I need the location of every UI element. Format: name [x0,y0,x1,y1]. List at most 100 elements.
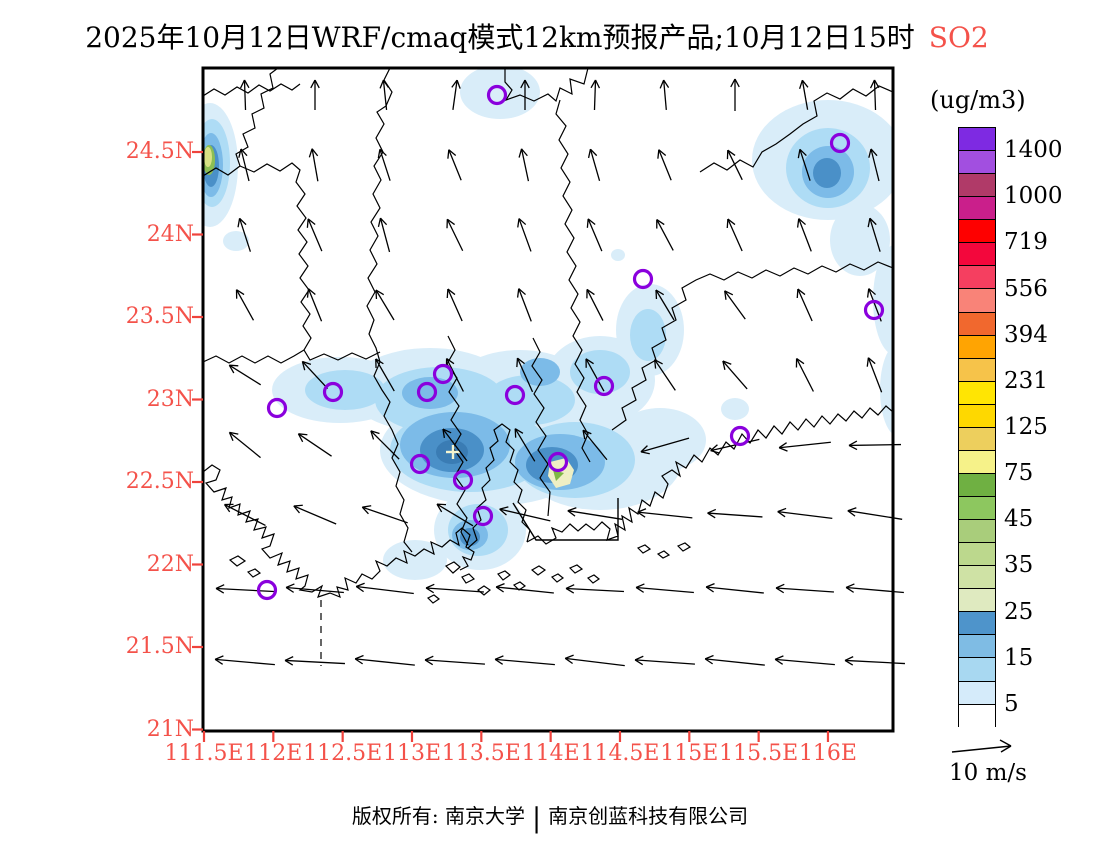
station-marker [416,381,438,403]
copyright-right: 南京创蓝科技有限公司 [548,804,749,828]
wind-arrow [375,358,395,392]
wind-arrow [228,364,262,386]
species-label: SO2 [928,21,989,54]
wind-arrow [582,429,608,461]
station-marker [632,268,654,290]
wind-arrow [308,148,319,182]
border-topcenter-box [504,68,589,103]
colorbar-units: (ug/m3) [930,86,1026,114]
x-axis-label: 115.5E [719,741,799,766]
wind-arrow [635,583,694,594]
wind-arrow [361,505,408,524]
y-axis-label: 22N [146,551,194,577]
wind-arrow [640,437,690,455]
wind-arrow [778,441,831,452]
colorbar-cell [959,427,995,451]
wind-arrow [520,79,530,110]
wind-arrow [704,654,765,666]
colorbar-cell [959,220,995,244]
x-axis-label: 112E [244,741,303,766]
station-marker [863,299,885,321]
colorbar-label: 231 [1004,367,1048,394]
wind-arrow [499,506,551,522]
x-axis-label: 114.5E [580,741,660,766]
colorbar-cell [959,151,995,175]
wind-legend-arrow [951,739,1012,753]
x-axis-label: 116E [798,741,857,766]
station-marker [472,505,494,527]
x-axis-label: 111.5E [164,741,244,766]
wind-arrow [238,148,250,182]
wind-arrow [301,360,329,389]
colorbar-cell [959,566,995,590]
colorbar-label: 35 [1004,552,1034,579]
wind-arrow [436,503,474,527]
station-marker [452,469,474,491]
wind-arrow [451,79,461,110]
colorbar-cell [959,589,995,613]
wind-arrow [379,79,390,110]
colorbar-cell [959,635,995,659]
wind-arrow [565,584,624,594]
wind-arrow [705,582,764,594]
y-axis-label: 21N [146,716,194,742]
colorbar-label: 25 [1004,598,1034,625]
wind-arrow [285,583,344,594]
wind-arrow [377,148,391,181]
wind-arrow [214,655,275,666]
y-axis-label: 21.5N [125,634,194,659]
wind-arrow [797,148,811,181]
border-northwest [203,68,279,177]
colorbar-cell [959,520,995,544]
coastline-east [526,405,893,545]
wind-arrow [516,288,532,322]
y-axis-label: 22.5N [125,469,194,494]
station-marker [409,453,431,475]
y-axis-label: 24N [146,221,194,247]
wind-arrow [796,288,813,322]
station-marker [486,84,508,106]
wind-arrow [796,218,812,252]
colorbar-cell [959,704,995,728]
wind-arrow [795,357,814,392]
wind-arrow [775,583,834,594]
wind-arrow [306,218,323,252]
wind-arrow [798,79,809,110]
station-marker [432,363,454,385]
wind-arrow [659,79,670,110]
copyright-left: 版权所有: 南京大学 [351,804,525,828]
wind-arrow [724,290,746,320]
wind-arrow [215,584,274,594]
wind-arrow [867,217,881,252]
geography-borders [203,68,893,666]
wind-arrow [306,288,323,322]
wind-arrow [518,148,530,182]
station-marker [322,381,344,403]
copyright-divider: | [532,803,542,834]
wind-arrow [634,655,695,666]
wind-arrow [590,79,601,111]
wind-arrow [726,218,743,252]
wind-arrow [564,654,625,667]
wind-arrow [707,508,763,519]
wind-arrow [710,438,760,454]
wind-arrow [354,654,415,666]
estuary [467,423,531,549]
wind-arrow [655,289,675,321]
colorbar-cell [959,243,995,267]
wind-arrow [586,288,604,321]
colorbar-cell [959,612,995,636]
wind-arrow [869,79,880,111]
colorbar-cell [959,358,995,382]
colorbar-cell [959,497,995,521]
wind-arrow [377,217,391,253]
x-axis-label: 112.5E [303,741,383,766]
wind-arrow [447,149,462,181]
coastline-west [203,464,475,599]
wind-arrow [424,655,485,666]
islands [228,542,692,604]
wind-legend-label: 10 m/s [949,760,1027,786]
colorbar-cell [959,312,995,336]
page-title: 2025年10月12日WRF/cmaq模式12km预报产品;10月12日15时 S… [0,16,1074,56]
wind-arrow [446,288,463,322]
